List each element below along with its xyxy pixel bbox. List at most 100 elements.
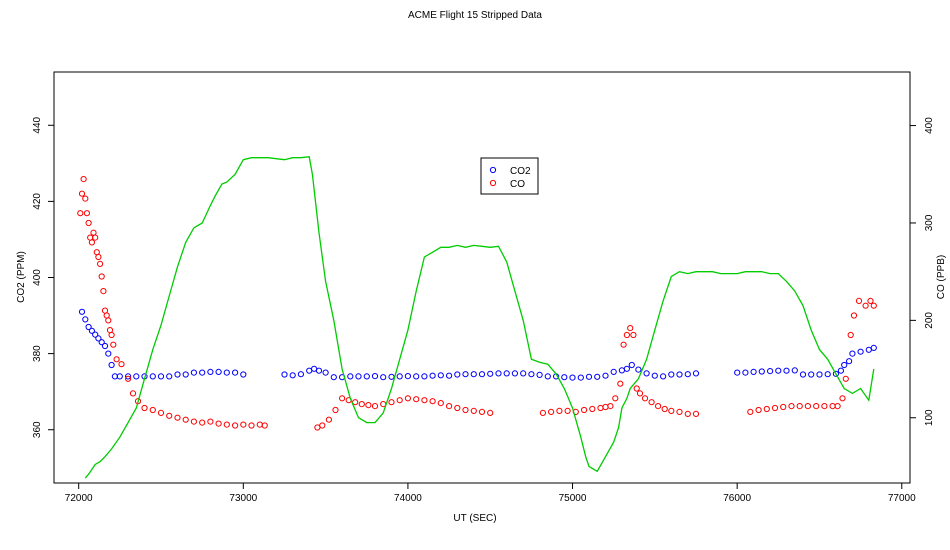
data-point bbox=[478, 408, 486, 415]
y-right-axis-label: CO (PPB) bbox=[936, 255, 947, 299]
data-point bbox=[470, 407, 477, 414]
data-point bbox=[108, 331, 115, 339]
data-point bbox=[190, 369, 197, 376]
data-point bbox=[808, 371, 815, 378]
data-point bbox=[437, 400, 444, 407]
data-point bbox=[487, 409, 494, 416]
y-right-tick-label: 300 bbox=[924, 214, 935, 231]
data-point bbox=[339, 395, 346, 402]
data-point bbox=[281, 371, 288, 378]
series-layer bbox=[77, 155, 877, 479]
data-point bbox=[332, 406, 339, 414]
data-point bbox=[190, 418, 197, 425]
data-point bbox=[660, 373, 667, 380]
data-point bbox=[847, 331, 854, 339]
data-point bbox=[867, 297, 874, 304]
data-point bbox=[755, 406, 762, 414]
data-point bbox=[125, 373, 132, 380]
data-point bbox=[174, 414, 181, 421]
data-point bbox=[315, 367, 323, 374]
data-point bbox=[561, 374, 568, 381]
data-point bbox=[85, 219, 92, 227]
data-point bbox=[668, 371, 675, 378]
data-point bbox=[676, 371, 683, 378]
data-point bbox=[636, 390, 644, 397]
x-tick-label: 75000 bbox=[559, 493, 587, 504]
y-left-tick-label: 440 bbox=[32, 116, 43, 133]
data-point bbox=[589, 405, 596, 413]
data-point bbox=[325, 416, 332, 423]
y-left-axis-label: CO2 (PPM) bbox=[16, 251, 27, 303]
data-point bbox=[256, 421, 263, 428]
data-point bbox=[223, 421, 230, 428]
data-point bbox=[661, 405, 668, 413]
data-point bbox=[503, 370, 510, 377]
data-point bbox=[82, 195, 89, 202]
data-point bbox=[767, 368, 774, 375]
y-left-tick-label: 420 bbox=[32, 193, 43, 210]
legend-box bbox=[480, 157, 539, 195]
data-point bbox=[581, 406, 588, 414]
data-point bbox=[365, 402, 372, 409]
data-point bbox=[88, 239, 96, 246]
data-point bbox=[421, 397, 428, 404]
data-point bbox=[470, 371, 477, 378]
data-point bbox=[528, 371, 535, 378]
data-point bbox=[380, 374, 387, 381]
data-point bbox=[834, 403, 841, 410]
data-point bbox=[633, 385, 640, 392]
data-point bbox=[98, 339, 105, 346]
data-point bbox=[207, 368, 214, 375]
data-point bbox=[92, 234, 99, 241]
data-point bbox=[125, 375, 132, 382]
data-point bbox=[556, 407, 563, 414]
data-point bbox=[597, 404, 604, 412]
data-point bbox=[816, 371, 823, 378]
data-point bbox=[839, 395, 846, 402]
data-point bbox=[355, 373, 362, 380]
data-point bbox=[610, 368, 617, 375]
data-point bbox=[88, 327, 96, 334]
data-point bbox=[133, 373, 140, 380]
data-point bbox=[322, 369, 329, 376]
y-right-tick-label: 400 bbox=[924, 117, 935, 134]
data-point bbox=[618, 367, 626, 374]
data-point bbox=[363, 373, 370, 380]
data-point bbox=[240, 371, 247, 378]
data-point bbox=[478, 371, 486, 378]
data-point bbox=[358, 401, 365, 408]
data-point bbox=[855, 297, 863, 304]
data-point bbox=[85, 323, 92, 331]
data-point bbox=[617, 380, 624, 387]
data-point bbox=[857, 348, 864, 355]
data-point bbox=[371, 373, 379, 380]
data-point bbox=[388, 399, 395, 406]
data-point bbox=[849, 350, 856, 357]
data-point bbox=[620, 341, 627, 348]
data-point bbox=[413, 396, 420, 403]
data-point bbox=[83, 210, 91, 217]
data-point bbox=[643, 370, 650, 377]
data-point bbox=[824, 371, 831, 378]
data-point bbox=[446, 403, 453, 410]
x-tick-label: 73000 bbox=[229, 493, 257, 504]
data-point bbox=[232, 369, 239, 376]
data-point bbox=[676, 408, 683, 415]
data-point bbox=[404, 373, 411, 380]
data-point bbox=[166, 412, 173, 419]
data-point bbox=[520, 370, 527, 377]
x-tick-label: 74000 bbox=[394, 493, 422, 504]
data-point bbox=[80, 176, 87, 183]
data-point bbox=[651, 372, 658, 379]
data-point bbox=[105, 350, 112, 357]
data-point bbox=[641, 395, 649, 402]
data-point bbox=[607, 403, 614, 410]
data-point bbox=[850, 312, 858, 319]
y-left-tick-label: 360 bbox=[32, 421, 43, 438]
legend: CO2 CO bbox=[480, 157, 539, 195]
data-point bbox=[539, 409, 547, 416]
data-point bbox=[821, 403, 828, 410]
data-point bbox=[215, 420, 222, 427]
legend-marker-co bbox=[489, 179, 497, 187]
data-point bbox=[829, 403, 836, 410]
